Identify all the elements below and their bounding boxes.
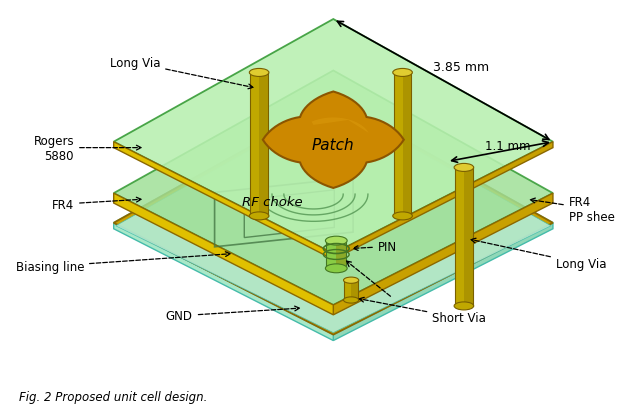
Text: Fig. 2 Proposed unit cell design.: Fig. 2 Proposed unit cell design.	[19, 391, 207, 404]
Polygon shape	[403, 73, 412, 216]
Polygon shape	[344, 280, 358, 300]
Ellipse shape	[393, 69, 412, 77]
Polygon shape	[114, 101, 553, 335]
Text: RF choke: RF choke	[242, 195, 302, 208]
Ellipse shape	[344, 278, 359, 284]
Polygon shape	[114, 101, 553, 335]
Text: Biasing line: Biasing line	[15, 252, 230, 273]
Ellipse shape	[454, 164, 474, 172]
Ellipse shape	[325, 237, 347, 245]
Polygon shape	[114, 223, 333, 341]
Ellipse shape	[250, 212, 269, 221]
Polygon shape	[455, 168, 473, 306]
Polygon shape	[263, 92, 404, 188]
Polygon shape	[114, 142, 333, 260]
Text: Patch: Patch	[312, 138, 355, 153]
Polygon shape	[114, 20, 553, 254]
Polygon shape	[114, 71, 553, 305]
Polygon shape	[116, 104, 551, 333]
Polygon shape	[464, 168, 473, 306]
Text: GND: GND	[166, 306, 300, 323]
Text: Long Via: Long Via	[109, 57, 253, 90]
Polygon shape	[250, 73, 268, 216]
Polygon shape	[312, 118, 369, 133]
Polygon shape	[351, 280, 358, 300]
Polygon shape	[114, 194, 333, 315]
Ellipse shape	[454, 302, 474, 310]
Text: FR4: FR4	[52, 198, 141, 211]
Ellipse shape	[344, 297, 359, 304]
Polygon shape	[333, 223, 553, 341]
Ellipse shape	[325, 264, 347, 273]
Text: Rogers
5880: Rogers 5880	[33, 134, 141, 162]
Text: 1.1 mm: 1.1 mm	[485, 140, 531, 153]
Text: 3.85 mm: 3.85 mm	[433, 61, 489, 74]
Text: FR4
PP shee: FR4 PP shee	[531, 195, 614, 223]
Text: PIN: PIN	[353, 240, 397, 254]
Ellipse shape	[250, 69, 269, 77]
Polygon shape	[336, 241, 346, 269]
Text: Short Via: Short Via	[359, 298, 486, 325]
Polygon shape	[333, 194, 553, 315]
Polygon shape	[259, 73, 268, 216]
Polygon shape	[326, 241, 346, 269]
Polygon shape	[333, 142, 553, 260]
Polygon shape	[394, 73, 412, 216]
Text: Long Via: Long Via	[471, 239, 607, 270]
Ellipse shape	[393, 212, 412, 221]
